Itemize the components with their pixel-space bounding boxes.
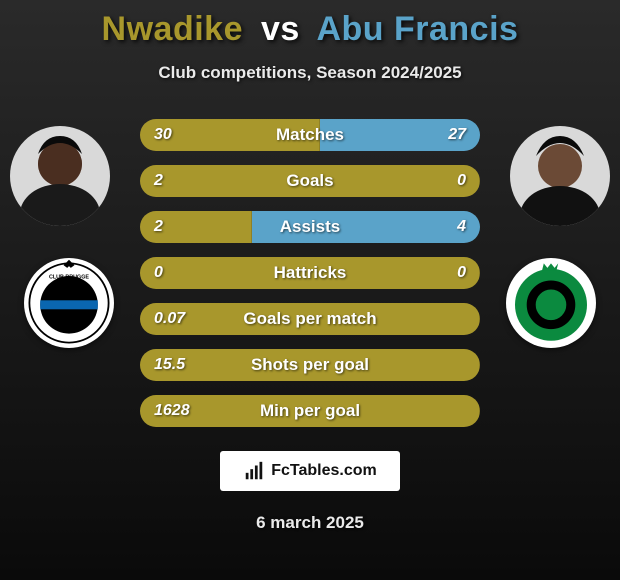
branding-text: FcTables.com — [271, 462, 377, 480]
stat-label: Goals per match — [243, 309, 376, 329]
stat-label: Min per goal — [260, 401, 360, 421]
person-icon — [510, 126, 610, 226]
player2-avatar — [510, 126, 610, 226]
player2-club-logo — [506, 258, 596, 348]
page-title: Nwadike vs Abu Francis — [0, 10, 620, 49]
branding-badge: FcTables.com — [220, 451, 400, 491]
stat-value-left: 15.5 — [154, 356, 185, 374]
stat-value-left: 2 — [154, 172, 163, 190]
stat-value-left: 0 — [154, 264, 163, 282]
stat-row: 30 27 Matches — [140, 119, 480, 151]
comparison-card: Nwadike vs Abu Francis Club competitions… — [0, 0, 620, 580]
stat-label: Hattricks — [274, 263, 347, 283]
subtitle: Club competitions, Season 2024/2025 — [0, 63, 620, 83]
chart-icon — [243, 460, 265, 482]
stat-value-left: 2 — [154, 218, 163, 236]
stat-label: Goals — [286, 171, 333, 191]
stat-value-left: 1628 — [154, 402, 190, 420]
stat-label: Shots per goal — [251, 355, 369, 375]
svg-text:CLUB BRUGGE: CLUB BRUGGE — [49, 275, 89, 281]
club-brugge-icon: CLUB BRUGGE — [24, 258, 114, 348]
stat-row: 15.5 Shots per goal — [140, 349, 480, 381]
date-text: 6 march 2025 — [0, 513, 620, 533]
stat-value-left: 30 — [154, 126, 172, 144]
stat-value-right: 0 — [457, 264, 466, 282]
stat-label: Matches — [276, 125, 344, 145]
stat-value-right: 4 — [457, 218, 466, 236]
stat-row: 2 4 Assists — [140, 211, 480, 243]
title-vs: vs — [261, 10, 300, 48]
player1-avatar — [10, 126, 110, 226]
player1-club-logo: CLUB BRUGGE — [24, 258, 114, 348]
stat-value-right: 27 — [448, 126, 466, 144]
stat-value-right: 0 — [457, 172, 466, 190]
club-cercle-icon — [506, 258, 596, 348]
stat-row: 0 0 Hattricks — [140, 257, 480, 289]
stat-label: Assists — [280, 217, 340, 237]
person-icon — [10, 126, 110, 226]
stat-row: 2 0 Goals — [140, 165, 480, 197]
stat-row: 1628 Min per goal — [140, 395, 480, 427]
title-player2: Abu Francis — [316, 10, 518, 48]
stat-row: 0.07 Goals per match — [140, 303, 480, 335]
title-player1: Nwadike — [102, 10, 243, 48]
stat-value-left: 0.07 — [154, 310, 185, 328]
